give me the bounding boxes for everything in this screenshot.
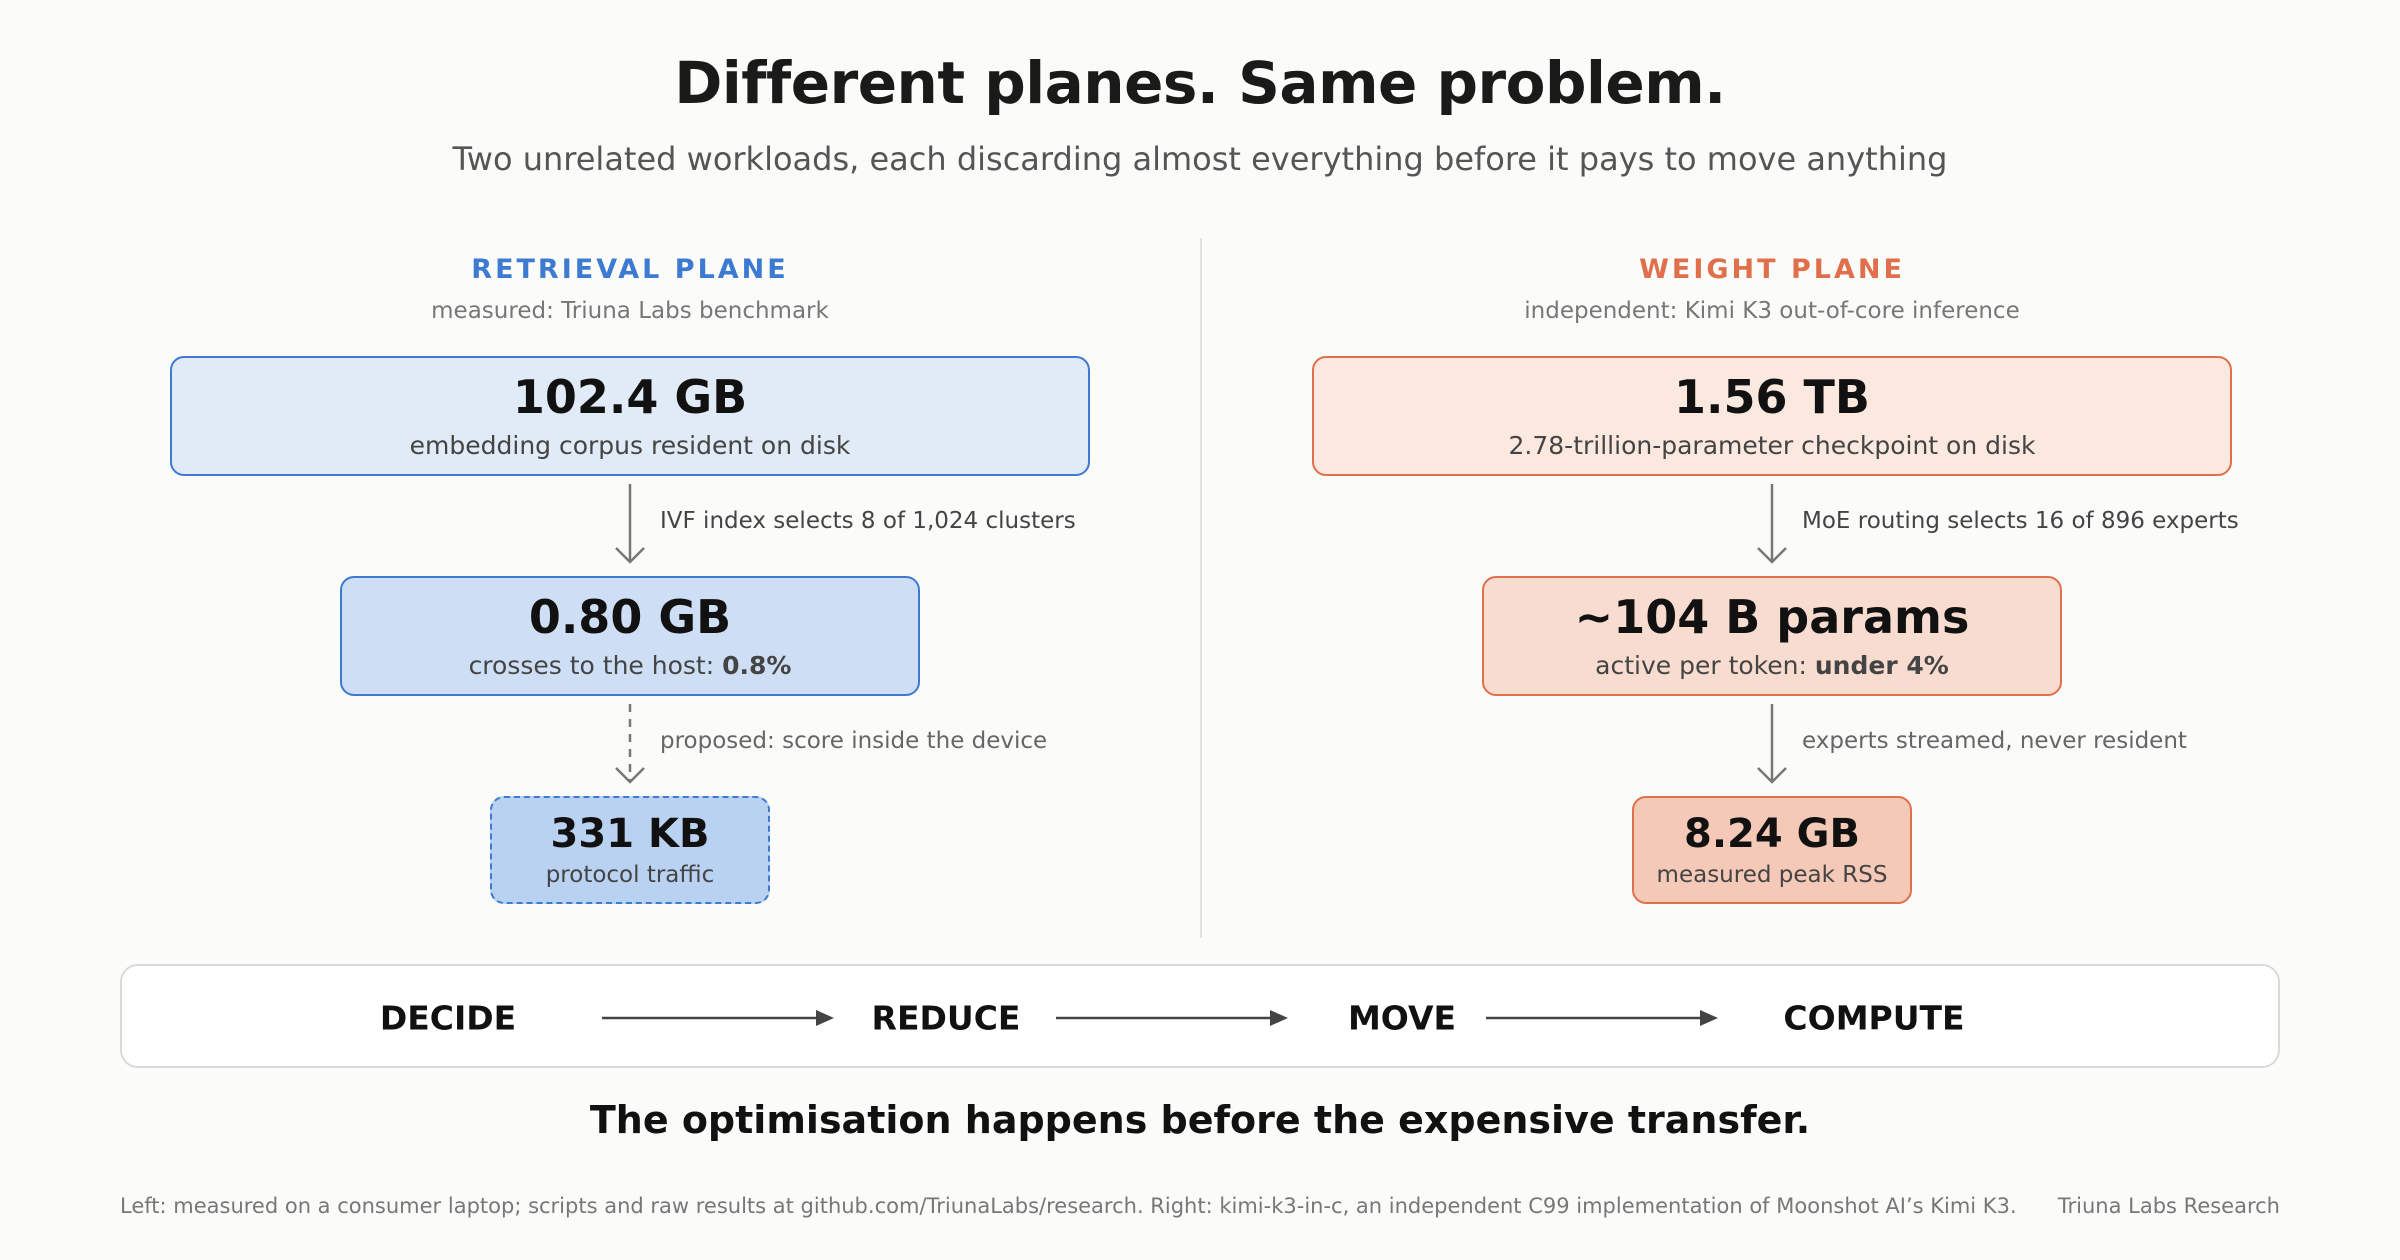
flow-bar: DECIDE REDUCE MOVE COMPUTE [120,964,2280,1068]
retrieval-traffic-caption: protocol traffic [545,861,715,888]
retrieval-corpus-box: 102.4 GB embedding corpus resident on di… [170,356,1090,476]
weight-active-box: ~104 B params active per token: under 4% [1482,576,2062,696]
retrieval-host-percent: 0.8% [722,650,792,680]
retrieval-step1-arrow [615,484,645,564]
weight-step1-arrow [1757,484,1787,564]
retrieval-host-box: 0.80 GB crosses to the host: 0.8% [340,576,920,696]
page-subtitle: Two unrelated workloads, each discarding… [452,140,1948,178]
footer-brand: Triuna Labs Research [2057,1194,2280,1218]
page-title: Different planes. Same problem. [674,49,1726,117]
weight-active-percent: under 4% [1814,650,1949,680]
retrieval-host-value: 0.80 GB [528,589,732,644]
weight-checkpoint-value: 1.56 TB [1674,369,1870,424]
retrieval-corpus-value: 102.4 GB [512,369,748,424]
flow-step-reduce: REDUCE [871,998,1021,1038]
weight-step1-label: MoE routing selects 16 of 896 experts [1802,508,2239,534]
flow-arrow-3 [1486,1010,1718,1026]
retrieval-plane-source: measured: Triuna Labs benchmark [431,298,829,324]
flow-step-compute: COMPUTE [1783,998,1965,1038]
retrieval-step2-arrow [615,704,645,784]
weight-rss-caption: measured peak RSS [1656,861,1888,888]
weight-checkpoint-box: 1.56 TB 2.78-trillion-parameter checkpoi… [1312,356,2232,476]
retrieval-traffic-box: 331 KB protocol traffic [490,796,770,904]
retrieval-host-caption: crosses to the host: 0.8% [468,650,792,680]
weight-rss-value: 8.24 GB [1684,810,1860,857]
retrieval-step1-label: IVF index selects 8 of 1,024 clusters [660,508,1076,534]
weight-step2-label: experts streamed, never resident [1802,728,2187,754]
weight-active-caption: active per token: under 4% [1595,650,1949,680]
weight-plane-source: independent: Kimi K3 out-of-core inferen… [1524,298,2020,324]
weight-plane-heading: WEIGHT PLANE [1639,254,1905,285]
flow-step-decide: DECIDE [379,998,517,1038]
retrieval-step2-label: proposed: score inside the device [660,728,1048,754]
weight-rss-box: 8.24 GB measured peak RSS [1632,796,1912,904]
weight-checkpoint-caption: 2.78-trillion-parameter checkpoint on di… [1508,430,2036,460]
flow-arrow-1 [602,1010,834,1026]
retrieval-plane-heading: RETRIEVAL PLANE [471,254,789,285]
flow-arrow-2 [1056,1010,1288,1026]
footnote: Left: measured on a consumer laptop; scr… [120,1194,2017,1218]
tagline: The optimisation happens before the expe… [589,1098,1811,1142]
retrieval-corpus-caption: embedding corpus resident on disk [409,430,851,460]
retrieval-traffic-value: 331 KB [550,810,710,857]
weight-active-value: ~104 B params [1574,589,1970,644]
flow-step-move: MOVE [1347,998,1457,1038]
column-divider [1200,238,1202,938]
weight-step2-arrow [1757,704,1787,784]
